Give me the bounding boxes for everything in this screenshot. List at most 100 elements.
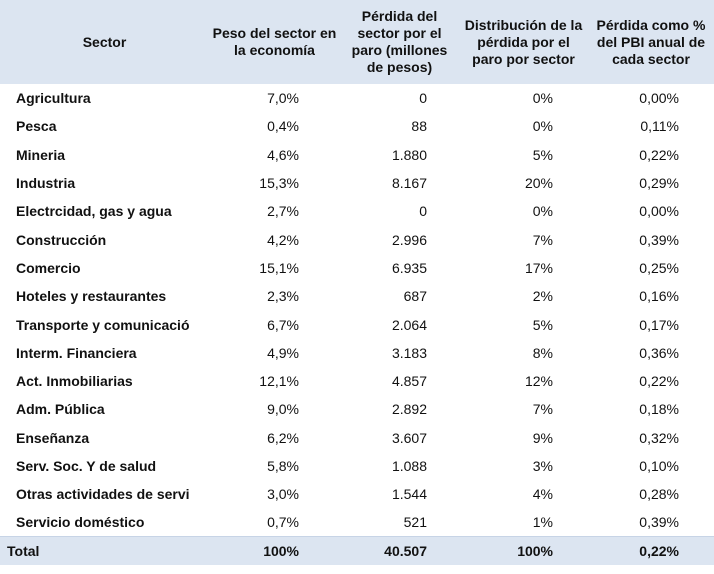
- cell-perdida: 1.544: [391, 486, 427, 503]
- table-footer: Total 100% 40.507 100% 0,22%: [0, 536, 714, 565]
- cell-sector: Electrcidad, gas y agua: [16, 203, 172, 220]
- total-perdida: 40.507: [340, 536, 459, 565]
- cell-sector: Act. Inmobiliarias: [16, 373, 133, 390]
- cell-peso: 6,7%: [267, 316, 299, 333]
- cell-pct-pbi: 0,32%: [639, 429, 679, 446]
- table-row: Otras actividades de servi 3,0% 1.544 4% 0,2…: [0, 480, 714, 508]
- cell-perdida: 521: [403, 514, 427, 531]
- cell-sector: Comercio: [16, 259, 81, 276]
- cell-pct-pbi: 0,22%: [639, 373, 679, 390]
- cell-peso: 3,0%: [267, 486, 299, 503]
- cell-peso: 4,2%: [267, 231, 299, 248]
- cell-pct-pbi: 0,36%: [639, 344, 679, 361]
- cell-pct-pbi: 0,18%: [639, 401, 679, 418]
- cell-pct-pbi: 0,39%: [639, 231, 679, 248]
- cell-perdida: 1.088: [391, 458, 427, 474]
- cell-sector: Mineria: [16, 146, 66, 163]
- cell-pct-pbi: 0,29%: [639, 175, 679, 192]
- cell-peso: 0,7%: [267, 514, 299, 531]
- cell-distribucion: 8%: [532, 344, 553, 361]
- cell-distribucion: 0%: [532, 203, 553, 220]
- table-row: Hoteles y restaurantes 2,3% 687 2% 0,16%: [0, 282, 714, 310]
- cell-perdida: 2.064: [391, 316, 427, 333]
- cell-pct-pbi: 0,25%: [639, 259, 679, 276]
- cell-sector: Hoteles y restaurantes: [16, 288, 167, 305]
- cell-pct-pbi: 0,17%: [639, 316, 679, 333]
- cell-peso: 9,0%: [267, 401, 299, 418]
- cell-perdida: 687: [403, 288, 427, 305]
- cell-perdida: 4.857: [391, 373, 427, 390]
- table-row: Servicio doméstico 0,7% 521 1% 0,39%: [0, 508, 714, 536]
- total-distribucion: 100%: [459, 536, 588, 565]
- cell-sector: Interm. Financiera: [16, 344, 137, 361]
- cell-distribucion: 0%: [532, 90, 553, 107]
- table-row: Construcción 4,2% 2.996 7% 0,39%: [0, 225, 714, 253]
- table-row: Electrcidad, gas y agua 2,7% 0 0% 0,00%: [0, 197, 714, 225]
- cell-sector: Agricultura: [16, 90, 91, 107]
- total-peso: 100%: [209, 536, 340, 565]
- cell-pct-pbi: 0,00%: [639, 203, 679, 220]
- cell-perdida: 3.183: [391, 344, 427, 361]
- cell-perdida: 3.607: [391, 429, 427, 446]
- cell-distribucion: 17%: [524, 259, 553, 276]
- table-row: Industria 15,3% 8.167 20% 0,29%: [0, 169, 714, 197]
- cell-distribucion: 0%: [532, 118, 553, 135]
- header-row: Sector Peso del sector en la economía Pé…: [0, 0, 714, 84]
- cell-perdida: 88: [411, 118, 427, 135]
- cell-distribucion: 5%: [532, 146, 553, 163]
- cell-sector: Servicio doméstico: [16, 514, 145, 531]
- total-label: Total: [0, 536, 209, 565]
- cell-peso: 4,6%: [267, 146, 299, 163]
- cell-distribucion: 20%: [524, 175, 553, 192]
- table-row: Mineria 4,6% 1.880 5% 0,22%: [0, 141, 714, 169]
- cell-distribucion: 9%: [532, 429, 553, 446]
- cell-pct-pbi: 0,11%: [640, 118, 679, 135]
- cell-perdida: 6.935: [391, 259, 427, 276]
- table-row: Transporte y comunicació 6,7% 2.064 5% 0,17%: [0, 310, 714, 338]
- header-pct-pbi: Pérdida como % del PBI anual de cada sec…: [588, 0, 714, 84]
- cell-distribucion: 7%: [532, 231, 553, 248]
- total-pct-pbi: 0,22%: [588, 536, 714, 565]
- cell-perdida: 0: [419, 90, 427, 107]
- table-row: Comercio 15,1% 6.935 17% 0,25%: [0, 254, 714, 282]
- cell-pct-pbi: 0,28%: [639, 486, 679, 503]
- cell-distribucion: 7%: [532, 401, 553, 418]
- cell-distribucion: 1%: [532, 514, 553, 531]
- header-perdida: Pérdida del sector por el paro (millones…: [340, 0, 459, 84]
- table-row: Enseñanza 6,2% 3.607 9% 0,32%: [0, 424, 714, 452]
- cell-distribucion: 4%: [532, 486, 553, 503]
- cell-peso: 2,7%: [267, 203, 299, 220]
- cell-distribucion: 3%: [532, 458, 553, 474]
- table-body: Agricultura 7,0% 0 0% 0,00% Pesca 0,4% 88 0% 0,11…: [0, 84, 714, 537]
- cell-perdida: 2.892: [391, 401, 427, 418]
- table-row: Pesca 0,4% 88 0% 0,11%: [0, 112, 714, 140]
- header-peso: Peso del sector en la economía: [209, 0, 340, 84]
- cell-sector: Pesca: [16, 118, 57, 135]
- cell-perdida: 1.880: [391, 146, 427, 163]
- cell-perdida: 8.167: [391, 175, 427, 192]
- cell-peso: 6,2%: [267, 429, 299, 446]
- cell-distribucion: 5%: [532, 316, 553, 333]
- cell-sector: Otras actividades de servi: [16, 486, 190, 503]
- cell-sector: Transporte y comunicació: [16, 316, 190, 333]
- cell-pct-pbi: 0,39%: [639, 514, 679, 531]
- cell-peso: 5,8%: [267, 458, 299, 474]
- table-row: Interm. Financiera 4,9% 3.183 8% 0,36%: [0, 339, 714, 367]
- cell-peso: 12,1%: [259, 373, 299, 390]
- cell-perdida: 0: [419, 203, 427, 220]
- header-distribucion: Distribución de la pérdida por el paro p…: [459, 0, 588, 84]
- table-row: Act. Inmobiliarias 12,1% 4.857 12% 0,22%: [0, 367, 714, 395]
- total-row: Total 100% 40.507 100% 0,22%: [0, 536, 714, 565]
- cell-sector: Serv. Soc. Y de salud: [16, 458, 157, 474]
- table-row: Serv. Soc. Y de salud 5,8% 1.088 3% 0,10%: [0, 452, 714, 480]
- cell-peso: 2,3%: [267, 288, 299, 305]
- table-header: Sector Peso del sector en la economía Pé…: [0, 0, 714, 84]
- cell-peso: 7,0%: [267, 90, 299, 107]
- cell-peso: 0,4%: [267, 118, 299, 135]
- cell-distribucion: 2%: [532, 288, 553, 305]
- cell-pct-pbi: 0,16%: [639, 288, 679, 305]
- cell-pct-pbi: 0,00%: [639, 90, 679, 107]
- cell-pct-pbi: 0,22%: [639, 146, 679, 163]
- cell-distribucion: 12%: [524, 373, 553, 390]
